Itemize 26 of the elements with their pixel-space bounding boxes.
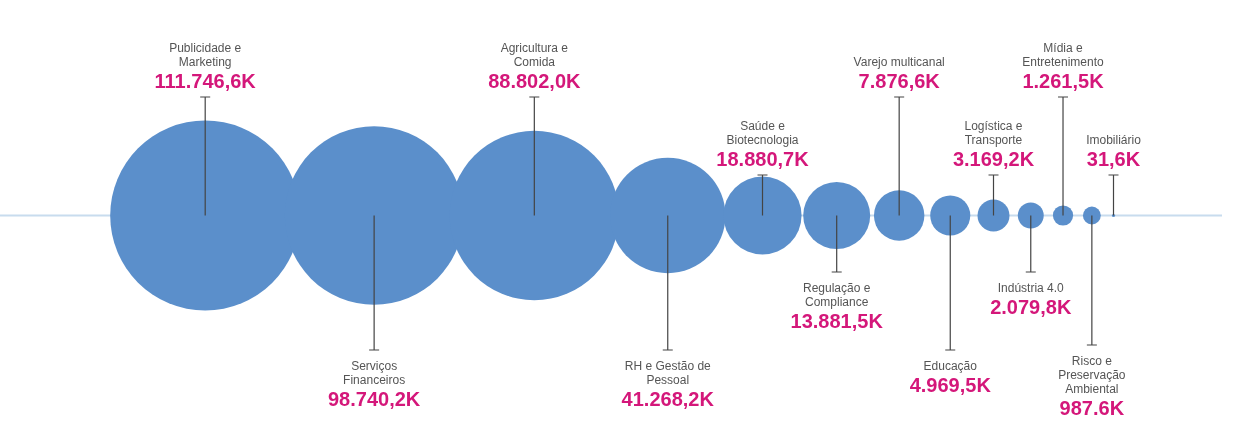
data-label: 987.6K	[1059, 397, 1125, 419]
data-label: 7.876,6K	[858, 70, 941, 92]
category-label: RH e Gestão de Pessoal	[624, 359, 712, 387]
data-label: 98.740,2K	[327, 388, 421, 410]
category-label: Saúde e Biotecnologia	[726, 119, 799, 147]
data-label: 4.969,5K	[909, 374, 992, 396]
category-label: Educação	[923, 359, 978, 373]
data-label: 41.268,2K	[621, 388, 715, 410]
data-label: 88.802,0K	[488, 70, 582, 92]
category-label: Indústria 4.0	[997, 281, 1065, 295]
category-label: Risco e Preservação Ambiental	[1058, 354, 1126, 396]
category-label: Logística e Transporte	[964, 119, 1023, 147]
category-label: Varejo multicanal	[853, 55, 945, 69]
category-label: Publicidade e Marketing	[169, 41, 242, 69]
category-label: Agricultura e Comida	[500, 41, 569, 69]
category-label: Serviços Financeiros	[343, 359, 406, 387]
data-label: 13.881,5K	[790, 310, 884, 332]
category-label: Imobiliário	[1086, 133, 1142, 147]
data-label: 18.880,7K	[716, 148, 810, 170]
category-label: Mídia e Entretenimento	[1022, 41, 1105, 69]
data-label: 2.079,8K	[990, 296, 1072, 318]
data-label: 1.261,5K	[1022, 70, 1105, 92]
data-label: 111.746,6K	[154, 70, 257, 92]
data-label: 31,6K	[1086, 148, 1141, 170]
category-label: Regulação e Compliance	[803, 281, 871, 309]
data-label: 3.169,2K	[952, 148, 1035, 170]
